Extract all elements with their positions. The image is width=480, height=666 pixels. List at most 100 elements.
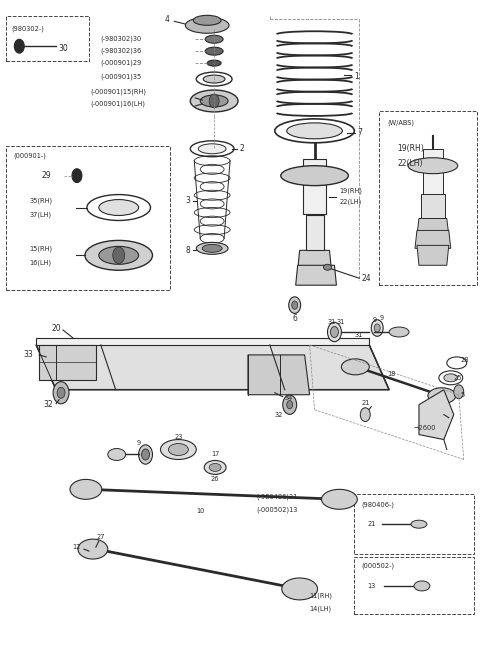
Ellipse shape <box>281 166 348 186</box>
Polygon shape <box>419 390 454 440</box>
Text: 20: 20 <box>51 324 61 332</box>
Circle shape <box>292 301 298 309</box>
Circle shape <box>57 387 65 398</box>
Text: (-000901)35: (-000901)35 <box>101 74 142 81</box>
Bar <box>6 17 89 61</box>
Circle shape <box>209 94 219 108</box>
Ellipse shape <box>108 448 126 460</box>
Text: 12: 12 <box>72 544 81 550</box>
Ellipse shape <box>99 200 139 216</box>
Text: 2: 2 <box>240 145 245 153</box>
Ellipse shape <box>78 539 108 559</box>
Circle shape <box>360 408 370 422</box>
Text: 8: 8 <box>186 246 190 255</box>
Ellipse shape <box>168 444 188 456</box>
Bar <box>423 149 443 194</box>
Text: (-980406)21: (-980406)21 <box>256 493 297 500</box>
Text: 4: 4 <box>165 15 170 24</box>
Bar <box>6 146 170 290</box>
Bar <box>302 159 326 214</box>
Polygon shape <box>296 265 336 285</box>
Text: 24: 24 <box>361 274 371 283</box>
Text: (-980302)30: (-980302)30 <box>101 36 142 43</box>
Text: (W/ABS): (W/ABS) <box>387 120 414 126</box>
Text: 31: 31 <box>336 319 345 325</box>
Text: 23: 23 <box>174 434 182 440</box>
Text: 32: 32 <box>43 400 53 409</box>
Text: 28: 28 <box>461 357 469 363</box>
Ellipse shape <box>85 240 153 270</box>
Ellipse shape <box>209 464 221 472</box>
Text: 17: 17 <box>211 452 219 458</box>
Text: 34: 34 <box>285 395 293 401</box>
Text: 3: 3 <box>185 196 190 205</box>
Text: 14(LH): 14(LH) <box>310 605 332 612</box>
Circle shape <box>371 320 383 336</box>
Ellipse shape <box>324 264 332 270</box>
Text: 37(LH): 37(LH) <box>29 211 51 218</box>
Ellipse shape <box>322 490 357 509</box>
Ellipse shape <box>428 388 456 404</box>
Text: 33: 33 <box>24 350 33 360</box>
Text: (980302-): (980302-) <box>12 25 44 31</box>
Text: 7: 7 <box>357 129 362 137</box>
Text: 15(RH): 15(RH) <box>29 245 52 252</box>
Text: 13: 13 <box>367 583 375 589</box>
Circle shape <box>330 326 338 338</box>
Text: 22(LH): 22(LH) <box>339 198 361 205</box>
Text: 21: 21 <box>367 521 376 527</box>
Ellipse shape <box>389 327 409 337</box>
Ellipse shape <box>198 144 226 154</box>
Circle shape <box>327 322 341 342</box>
Text: 31: 31 <box>354 332 362 338</box>
Circle shape <box>142 449 150 460</box>
Ellipse shape <box>207 60 221 66</box>
Ellipse shape <box>411 520 427 528</box>
Bar <box>306 216 324 250</box>
Text: 18: 18 <box>387 371 396 377</box>
Ellipse shape <box>287 123 342 139</box>
Text: 11(RH): 11(RH) <box>310 593 333 599</box>
Polygon shape <box>36 345 389 390</box>
Circle shape <box>14 39 24 53</box>
Text: 9: 9 <box>372 317 376 323</box>
Text: (000901-): (000901-) <box>13 153 46 159</box>
Polygon shape <box>298 250 332 270</box>
Ellipse shape <box>204 460 226 474</box>
Circle shape <box>374 324 380 332</box>
Text: (-000901)29: (-000901)29 <box>101 60 142 67</box>
Ellipse shape <box>408 158 458 174</box>
Ellipse shape <box>200 95 228 107</box>
Text: 1: 1 <box>354 71 359 81</box>
Ellipse shape <box>193 15 221 25</box>
Text: 35(RH): 35(RH) <box>29 197 52 204</box>
Ellipse shape <box>99 246 139 264</box>
Bar <box>379 111 477 285</box>
Text: (-000901)16(LH): (-000901)16(LH) <box>91 101 146 107</box>
Ellipse shape <box>205 35 223 43</box>
Ellipse shape <box>190 90 238 112</box>
Circle shape <box>139 445 153 464</box>
Circle shape <box>288 297 300 314</box>
Text: (980406-): (980406-) <box>361 501 394 507</box>
Ellipse shape <box>282 578 318 600</box>
Text: 16(LH): 16(LH) <box>29 259 51 266</box>
Text: 25: 25 <box>454 375 462 381</box>
Ellipse shape <box>203 75 225 83</box>
Circle shape <box>454 385 464 399</box>
Polygon shape <box>415 230 451 248</box>
Bar <box>354 557 474 614</box>
Ellipse shape <box>196 242 228 254</box>
Ellipse shape <box>444 374 458 382</box>
Text: 27: 27 <box>96 534 105 540</box>
Text: 31: 31 <box>327 319 336 325</box>
Ellipse shape <box>205 47 223 55</box>
Polygon shape <box>417 245 449 265</box>
Circle shape <box>53 382 69 404</box>
Circle shape <box>72 168 82 182</box>
Ellipse shape <box>341 359 369 375</box>
Text: 26: 26 <box>211 476 219 482</box>
Text: 9: 9 <box>136 440 141 446</box>
Bar <box>354 494 474 554</box>
Polygon shape <box>248 355 310 395</box>
